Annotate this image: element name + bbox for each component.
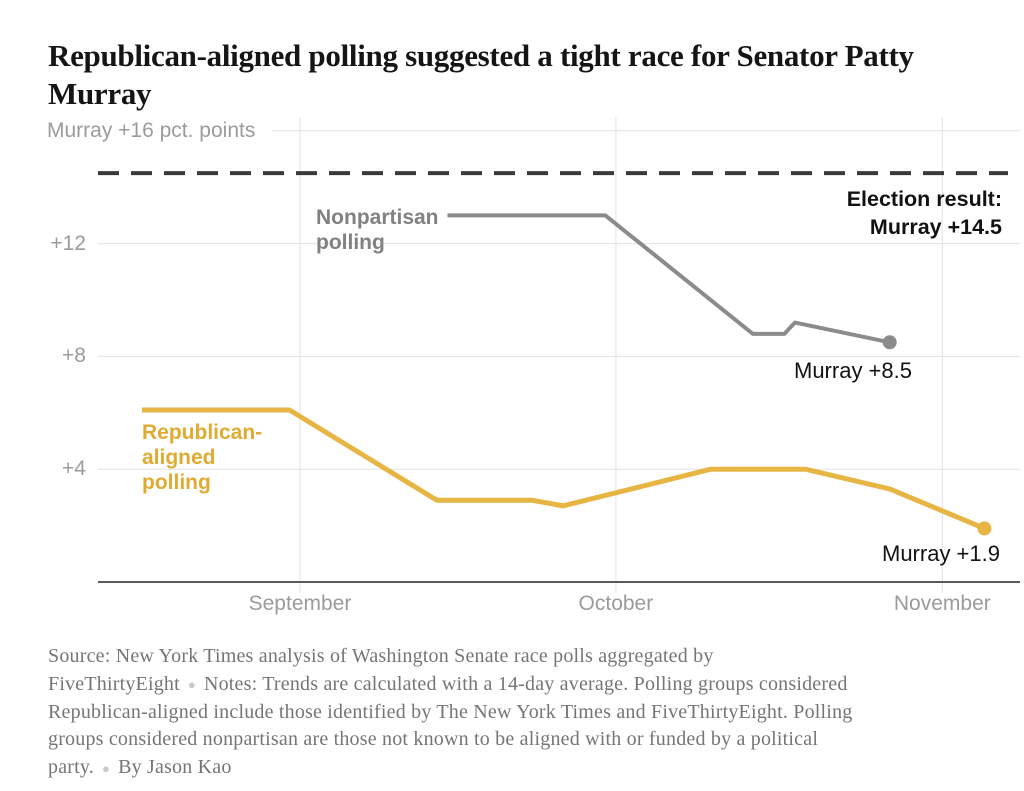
series-end-dot-nonpartisan [882,335,897,350]
republican-series-label: Republican-aligned polling [142,421,263,494]
y-axis-top-label: Murray +16 pct. points [47,118,256,142]
x-tick-label: November [893,592,991,615]
source-text: party. [48,755,94,778]
y-tick-label: +12 [50,231,86,255]
source-text: Republican-aligned include those identif… [48,700,853,723]
source-text: Source: New York Times analysis of Washi… [48,645,714,667]
source-note-line: FiveThirtyEight ● Notes: Trends are calcul… [48,671,1008,699]
y-tick-label: +8 [62,344,86,368]
source-note: Source: New York Times analysis of Washi… [48,643,1008,782]
bullet-separator-icon: ● [187,677,196,693]
series-line-republican [142,407,986,531]
nonpartisan-end-value-label: Murray +8.5 [794,358,912,383]
x-tick-label: September [248,592,352,615]
source-note-line: party. ● By Jason Kao [48,754,1008,782]
source-text: groups considered nonpartisan are those … [48,728,819,751]
bullet-separator-icon: ● [102,760,111,776]
series-line-nonpartisan [447,213,891,345]
election-result-annotation: Election result: Murray +14.5 [846,187,1002,239]
source-note-line: Source: New York Times analysis of Washi… [48,643,1008,671]
y-tick-label: +4 [62,457,86,481]
x-tick-label: October [578,592,654,615]
source-note-line: groups considered nonpartisan are those … [48,726,1008,754]
nonpartisan-series-label: Nonpartisan polling [316,206,439,254]
republican-end-value-label: Murray +1.9 [882,541,1000,566]
source-note-line: Republican-aligned include those identif… [48,699,1008,727]
source-text: By Jason Kao [118,755,232,778]
series-end-dot-republican [977,521,992,536]
source-text: FiveThirtyEight [48,672,180,695]
page-title: Republican-aligned polling suggested a t… [48,37,914,111]
source-text: Notes: Trends are calculated with a 14-d… [203,672,848,695]
